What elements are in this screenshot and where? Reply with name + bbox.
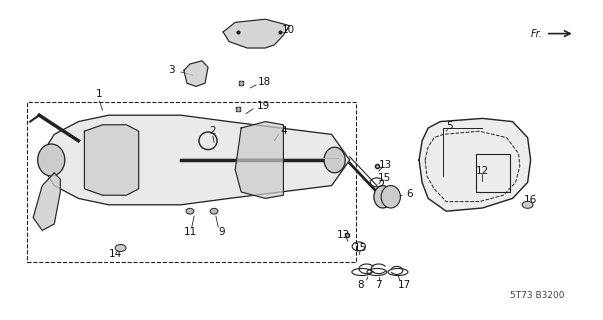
Text: 4: 4 [280,126,286,136]
Text: 9: 9 [218,227,224,237]
Bar [476,154,510,192]
Ellipse shape [381,186,400,208]
Text: 15: 15 [378,172,391,183]
Text: 15: 15 [354,243,367,253]
Text: 11: 11 [183,227,197,237]
Text: Fr.: Fr. [531,28,543,39]
Text: 16: 16 [524,195,537,205]
Polygon shape [235,122,283,198]
Bar [27,102,356,262]
Ellipse shape [324,147,345,173]
Text: 12: 12 [476,166,489,176]
Polygon shape [419,118,531,211]
Text: 13: 13 [379,160,393,170]
Text: 8: 8 [358,280,364,290]
Polygon shape [184,61,208,86]
Text: 17: 17 [397,280,411,290]
Ellipse shape [37,144,65,176]
Text: 10: 10 [282,25,295,36]
Text: 1: 1 [96,89,103,100]
Ellipse shape [186,208,194,214]
Text: 3: 3 [169,65,175,76]
Text: 19: 19 [257,100,270,111]
Text: 6: 6 [407,188,413,199]
Ellipse shape [374,186,392,208]
Text: 2: 2 [210,126,216,136]
Polygon shape [33,173,60,230]
Ellipse shape [522,201,533,208]
Ellipse shape [210,208,218,214]
Polygon shape [84,125,139,195]
Polygon shape [223,19,289,48]
Text: 18: 18 [257,76,271,87]
Text: 7: 7 [376,280,382,290]
Text: 5: 5 [447,121,453,132]
Text: 5T73 B3200: 5T73 B3200 [510,291,564,300]
Ellipse shape [115,244,126,252]
Text: 13: 13 [337,230,350,240]
Text: 14: 14 [109,249,122,260]
Polygon shape [42,115,350,205]
